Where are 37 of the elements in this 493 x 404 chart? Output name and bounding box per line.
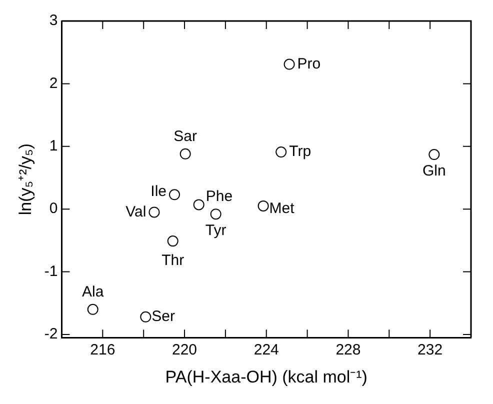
- point: [258, 200, 269, 212]
- point: [140, 311, 152, 322]
- y-axis-title: ln(y₅⁺²/y₅): [16, 143, 35, 216]
- annotation: Pro: [297, 55, 321, 72]
- point: [87, 304, 98, 315]
- point: [167, 236, 178, 247]
- annotation: Sar: [174, 128, 198, 146]
- point: [148, 206, 160, 218]
- y-tick-label: 0: [49, 200, 58, 218]
- y-tick-label: -1: [44, 262, 58, 280]
- annotation: Ser: [152, 308, 175, 326]
- point: [276, 146, 287, 158]
- point: [428, 149, 440, 160]
- annotation: Ile: [150, 182, 166, 200]
- annotation: Tyr: [205, 222, 226, 240]
- point: [193, 199, 204, 210]
- annotation: Gln: [422, 162, 446, 180]
- point: [284, 58, 295, 70]
- annotation: Thr: [162, 252, 184, 270]
- annotation: Phe: [206, 188, 233, 205]
- annotation: Trp: [289, 143, 312, 160]
- y-tick-label: 2: [49, 74, 58, 92]
- annotation: Val: [126, 203, 146, 220]
- y-tick-label: 1: [49, 138, 58, 155]
- point: [168, 189, 180, 200]
- point: [180, 148, 191, 160]
- x-tick-label: 220: [172, 342, 198, 359]
- point: [210, 208, 222, 220]
- x-tick-label: 224: [254, 342, 279, 359]
- y-tick-label: -2: [44, 326, 58, 343]
- y-tick-label: 3: [49, 12, 58, 30]
- annotation: Ala: [82, 284, 104, 301]
- x-tick-label: 228: [336, 342, 361, 359]
- x-tick-label: 232: [418, 342, 443, 359]
- x-axis-title: PA(H-Xaa-OH) (kcal mol⁻¹): [165, 367, 368, 386]
- annotation: Met: [269, 200, 296, 218]
- x-tick-label: 216: [90, 342, 116, 359]
